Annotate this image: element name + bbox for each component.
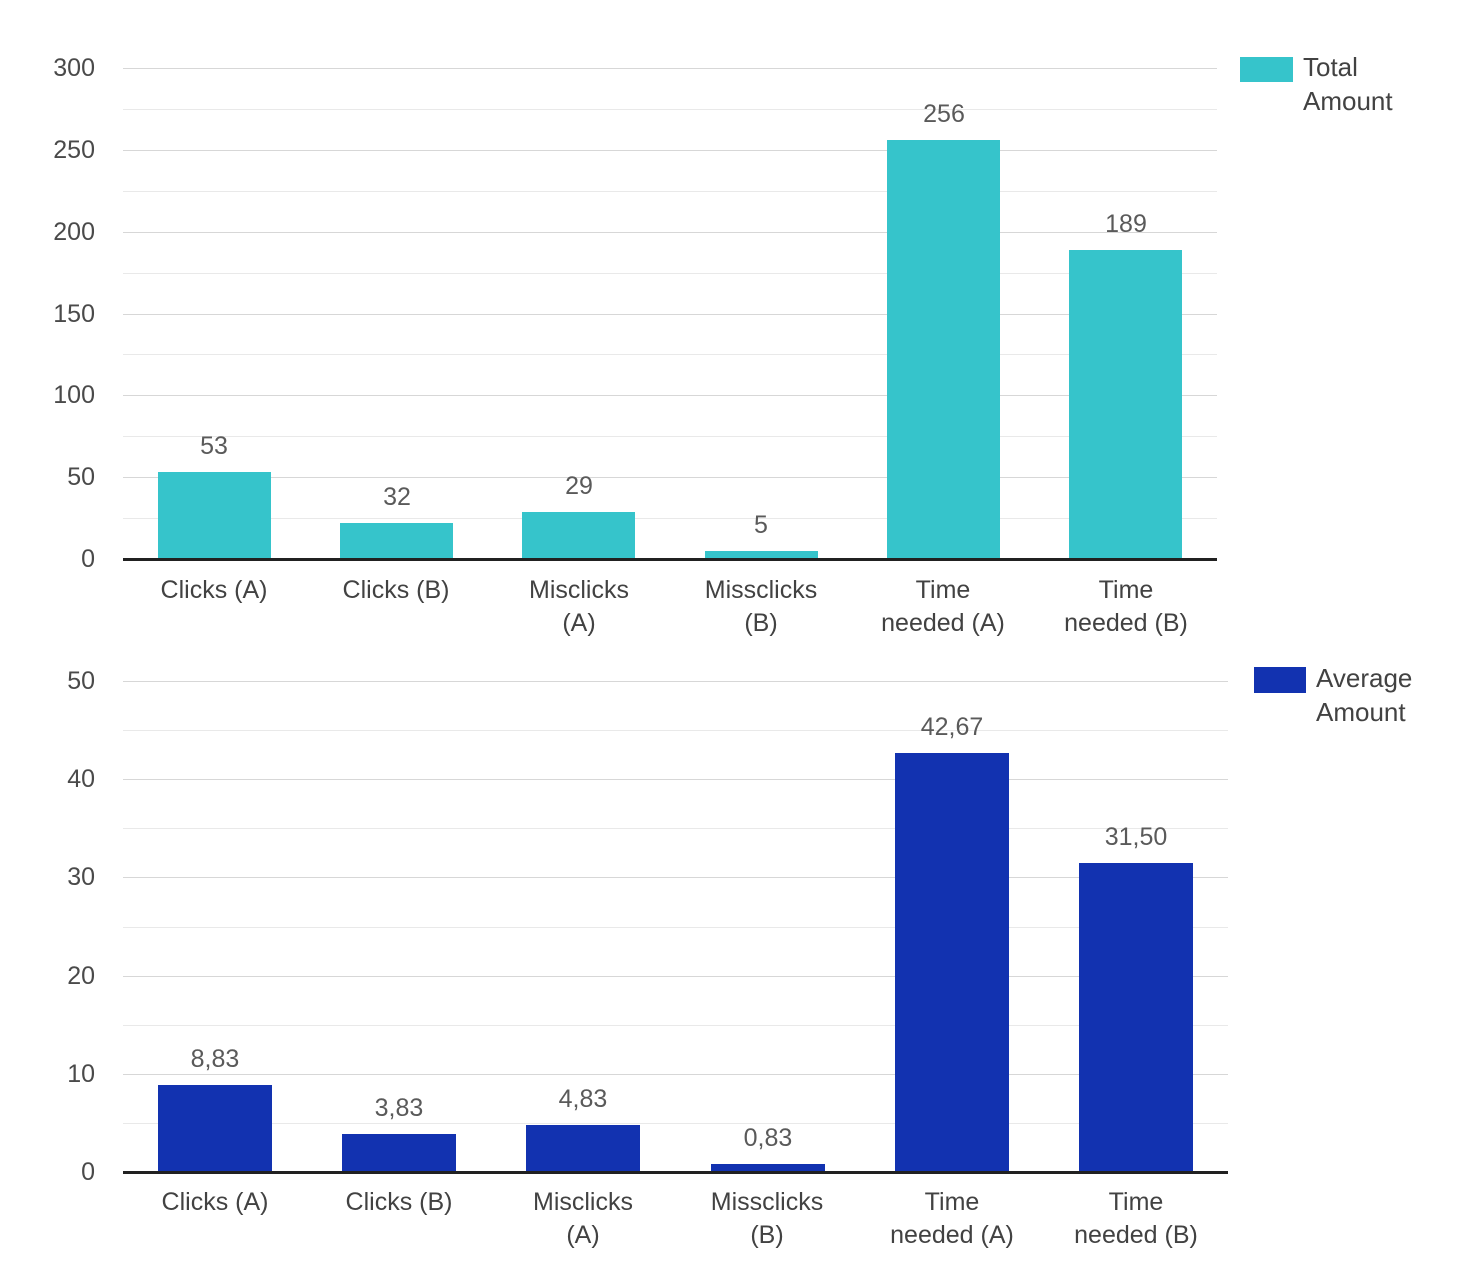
bar-time-needed-a[interactable] (895, 753, 1009, 1172)
value-label-clicks-a: 8,83 (190, 1045, 240, 1073)
minor-gridline-125 (123, 354, 1217, 355)
bar-time-needed-b[interactable] (1069, 250, 1182, 559)
major-gridline-250 (123, 150, 1217, 151)
major-gridline-10 (123, 1074, 1228, 1075)
category-label-time-needed-a: Time needed (A) (881, 576, 1005, 637)
minor-gridline-5 (123, 1123, 1228, 1124)
major-gridline-150 (123, 314, 1217, 315)
y-tick-label-0: 0 (81, 545, 95, 573)
bar-missclicks-b[interactable] (705, 551, 818, 559)
legend-label-average-amount: Average Amount (1316, 663, 1413, 727)
category-label-time-needed-a: Time needed (A) (890, 1188, 1014, 1249)
value-label-missclicks-b: 5 (754, 511, 768, 539)
major-gridline-50 (123, 681, 1228, 682)
bar-missclicks-b[interactable] (711, 1164, 825, 1172)
category-label-clicks-b: Clicks (B) (345, 1188, 453, 1216)
value-label-time-needed-a: 42,67 (920, 713, 984, 741)
value-label-misclicks-a: 4,83 (558, 1085, 608, 1113)
minor-gridline-75 (123, 436, 1217, 437)
y-tick-label-40: 40 (67, 765, 95, 793)
bar-clicks-b[interactable] (342, 1134, 456, 1172)
value-label-clicks-b: 3,83 (374, 1094, 424, 1122)
bar-clicks-a[interactable] (158, 1085, 272, 1172)
category-label-clicks-b: Clicks (B) (342, 576, 450, 604)
major-gridline-40 (123, 779, 1228, 780)
major-gridline-300 (123, 68, 1217, 69)
value-label-missclicks-b: 0,83 (743, 1124, 793, 1152)
minor-gridline-15 (123, 1025, 1228, 1026)
value-label-clicks-b: 32 (383, 483, 411, 511)
y-tick-label-20: 20 (67, 962, 95, 990)
major-gridline-50 (123, 477, 1217, 478)
minor-gridline-25 (123, 518, 1217, 519)
minor-gridline-35 (123, 828, 1228, 829)
y-tick-label-200: 200 (53, 218, 95, 246)
minor-gridline-175 (123, 273, 1217, 274)
category-label-misclicks-a: Misclicks (A) (529, 576, 629, 637)
major-gridline-200 (123, 232, 1217, 233)
minor-gridline-25 (123, 927, 1228, 928)
legend-label-total-amount: Total Amount (1303, 52, 1393, 116)
bar-time-needed-b[interactable] (1079, 863, 1193, 1172)
value-label-time-needed-a: 256 (923, 100, 965, 128)
y-tick-label-300: 300 (53, 54, 95, 82)
value-label-misclicks-a: 29 (565, 472, 593, 500)
category-label-misclicks-a: Misclicks (A) (533, 1188, 633, 1249)
major-gridline-100 (123, 395, 1217, 396)
bar-clicks-b[interactable] (340, 523, 453, 559)
category-label-time-needed-b: Time needed (B) (1064, 576, 1188, 637)
category-label-clicks-a: Clicks (A) (160, 576, 268, 604)
y-tick-label-30: 30 (67, 863, 95, 891)
bar-misclicks-a[interactable] (522, 512, 635, 559)
minor-gridline-275 (123, 109, 1217, 110)
category-label-clicks-a: Clicks (A) (161, 1188, 269, 1216)
category-label-missclicks-b: Missclicks (B) (710, 1188, 824, 1249)
x-axis-line (123, 1171, 1228, 1174)
y-tick-label-50: 50 (67, 463, 95, 491)
y-tick-label-100: 100 (53, 381, 95, 409)
x-axis-line (123, 558, 1217, 561)
legend-swatch-total-amount[interactable] (1240, 57, 1293, 82)
value-label-time-needed-b: 189 (1105, 210, 1147, 238)
value-label-time-needed-b: 31,50 (1104, 823, 1168, 851)
y-tick-label-150: 150 (53, 300, 95, 328)
major-gridline-30 (123, 877, 1228, 878)
minor-gridline-225 (123, 191, 1217, 192)
value-label-clicks-a: 53 (200, 432, 228, 460)
bar-clicks-a[interactable] (158, 472, 271, 559)
y-tick-label-0: 0 (81, 1158, 95, 1186)
minor-gridline-45 (123, 730, 1228, 731)
y-tick-label-50: 50 (67, 667, 95, 695)
y-tick-label-10: 10 (67, 1060, 95, 1088)
legend-swatch-average-amount[interactable] (1254, 667, 1306, 693)
major-gridline-20 (123, 976, 1228, 977)
category-label-time-needed-b: Time needed (B) (1074, 1188, 1198, 1249)
bar-misclicks-a[interactable] (526, 1125, 640, 1172)
category-label-missclicks-b: Missclicks (B) (704, 576, 818, 637)
y-tick-label-250: 250 (53, 136, 95, 164)
bar-time-needed-a[interactable] (887, 140, 1000, 559)
